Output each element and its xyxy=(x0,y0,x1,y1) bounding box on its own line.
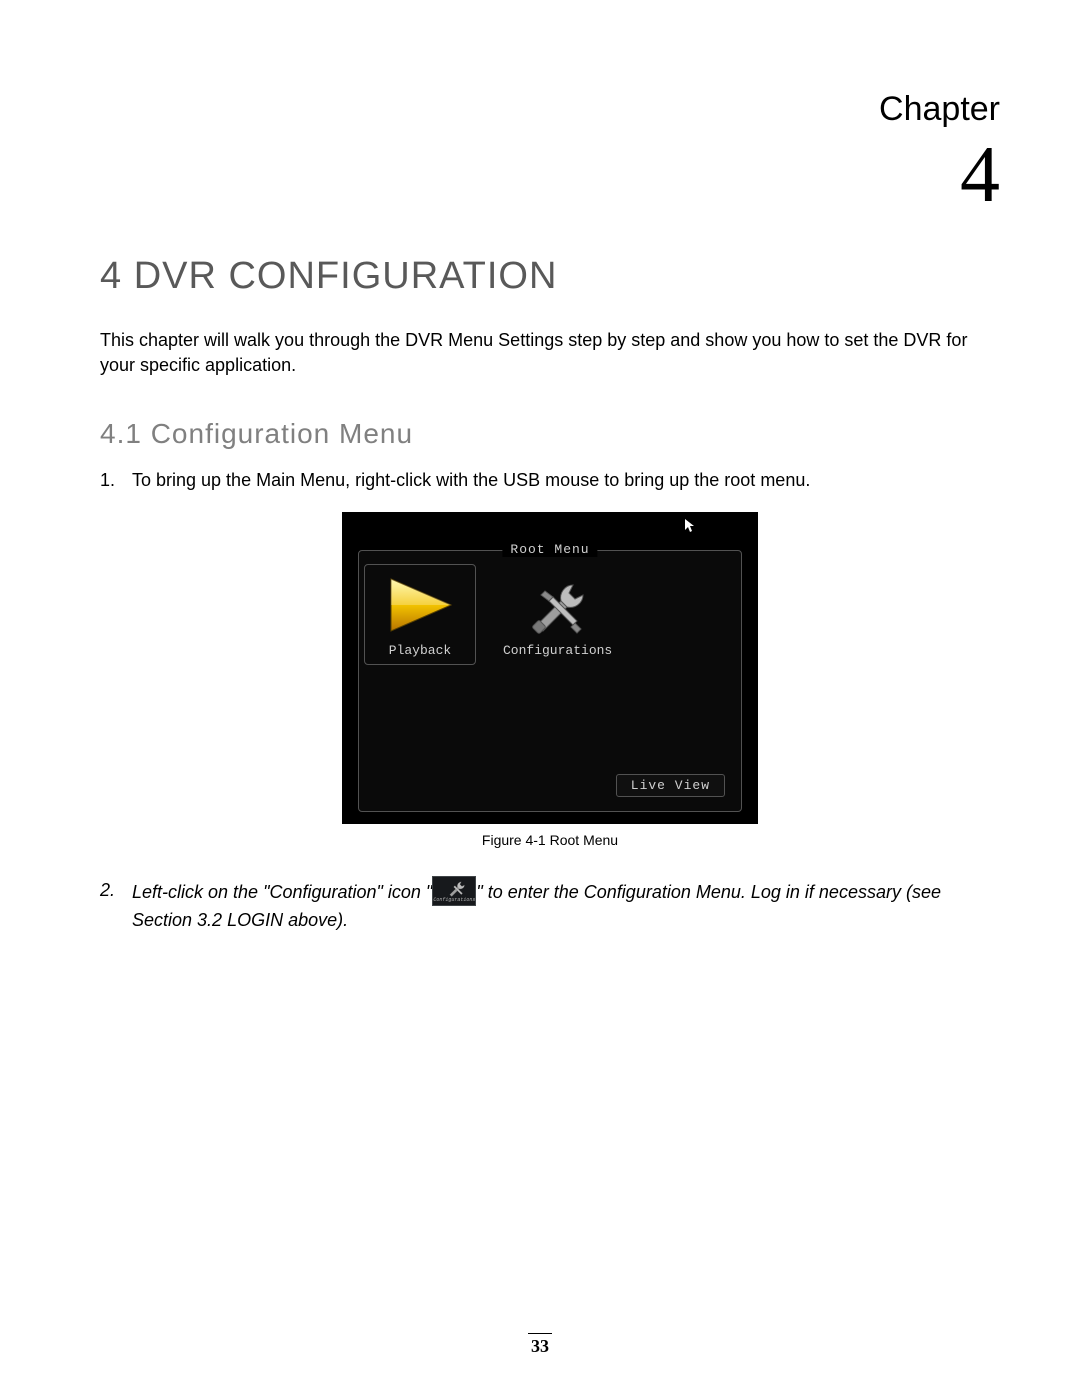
configurations-button[interactable]: Configurations xyxy=(503,573,612,665)
page-title: 4 DVR CONFIGURATION xyxy=(100,255,1000,298)
cursor-icon xyxy=(684,518,696,539)
page-number: 33 xyxy=(0,1333,1080,1357)
root-menu-box: Root Menu xyxy=(358,550,742,812)
step-text: Left-click on the "Configuration" icon "… xyxy=(132,878,1000,933)
step-text-pre: Left-click on the "Configuration" icon " xyxy=(132,881,432,901)
configurations-label: Configurations xyxy=(503,643,612,658)
playback-button[interactable]: Playback xyxy=(364,564,476,665)
chapter-intro-text: This chapter will walk you through the D… xyxy=(100,328,1000,378)
chapter-label: Chapter xyxy=(100,90,1000,129)
chapter-number: 4 xyxy=(100,135,1000,215)
step-number: 2. xyxy=(100,878,132,933)
figure-caption: Figure 4-1 Root Menu xyxy=(100,832,1000,848)
section-heading: 4.1 Configuration Menu xyxy=(100,418,1000,450)
live-view-button[interactable]: Live View xyxy=(616,774,725,797)
step-text: To bring up the Main Menu, right-click w… xyxy=(132,468,1000,493)
root-menu-title: Root Menu xyxy=(502,542,597,557)
step-number: 1. xyxy=(100,468,132,493)
root-menu-screenshot: Root Menu xyxy=(342,512,758,824)
inline-configurations-icon: Configurations xyxy=(432,876,476,906)
playback-label: Playback xyxy=(389,643,451,658)
configurations-icon xyxy=(519,573,597,637)
playback-icon xyxy=(381,573,459,637)
